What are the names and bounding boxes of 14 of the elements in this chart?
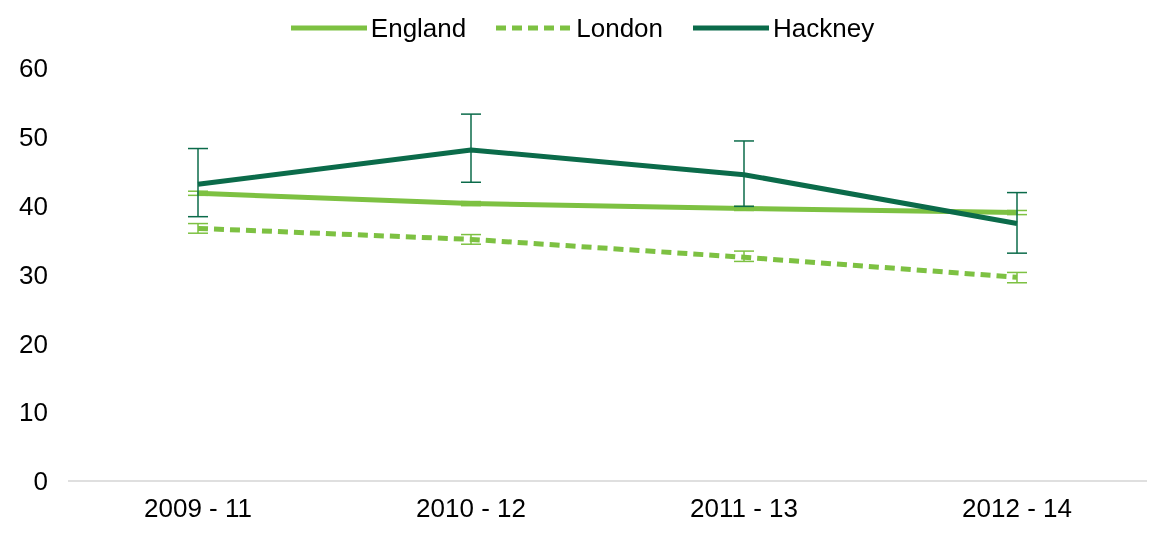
legend-label: Hackney	[773, 12, 875, 44]
y-tick-label: 40	[19, 190, 48, 221]
x-tick-label: 2011 - 13	[690, 493, 798, 524]
y-tick-label: 30	[19, 259, 48, 290]
x-tick-label: 2009 - 11	[144, 493, 252, 524]
y-tick-label: 10	[19, 397, 48, 428]
y-tick-label: 0	[33, 466, 48, 497]
y-tick-label: 60	[19, 53, 48, 84]
x-tick-label: 2012 - 14	[962, 493, 1072, 524]
legend-label: London	[576, 12, 664, 44]
y-tick-label: 50	[19, 122, 48, 153]
y-tick-label: 20	[19, 328, 48, 359]
x-tick-label: 2010 - 12	[416, 493, 526, 524]
legend-label: England	[370, 12, 467, 44]
